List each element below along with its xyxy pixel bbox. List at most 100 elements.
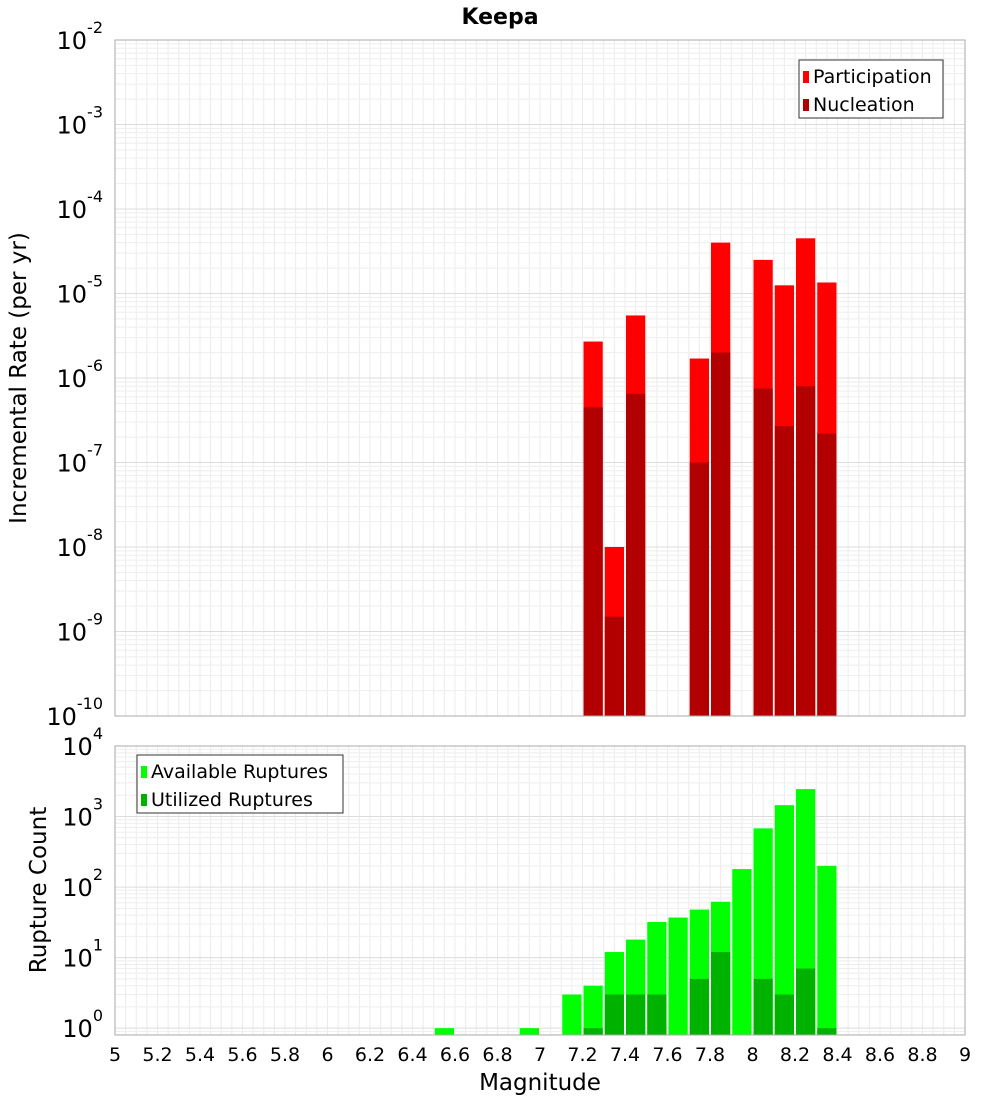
y-tick-exponent: -6 xyxy=(87,356,103,375)
legend-box xyxy=(798,59,944,119)
bar xyxy=(668,917,688,1035)
x-tick-label: 8 xyxy=(746,1044,758,1066)
bar xyxy=(796,386,816,716)
legend-swatch xyxy=(141,766,147,778)
y-axis-label: Rupture Count xyxy=(26,807,52,973)
x-tick-label: 5.8 xyxy=(270,1044,300,1066)
series-nucleation xyxy=(583,352,837,716)
x-tick-label: 6 xyxy=(321,1044,333,1066)
bar xyxy=(626,393,646,716)
legend-swatch xyxy=(803,71,809,83)
y-tick-label: 10-10 xyxy=(46,694,103,731)
y-tick-exponent: 1 xyxy=(93,936,103,955)
x-tick-label: 6.4 xyxy=(397,1044,427,1066)
bar xyxy=(753,978,773,1035)
y-tick-exponent: -4 xyxy=(87,187,103,206)
y-tick-label: 104 xyxy=(62,724,103,761)
bar xyxy=(753,388,773,716)
y-tick-exponent: 4 xyxy=(93,724,103,743)
chart-title: Keepa xyxy=(461,5,538,30)
top-panel: 10-1010-910-810-710-610-510-410-310-2Inc… xyxy=(6,18,966,731)
y-tick-base: 10 xyxy=(62,733,93,761)
bar xyxy=(604,616,624,716)
x-tick-label: 5.6 xyxy=(227,1044,257,1066)
bar xyxy=(562,994,582,1035)
bar xyxy=(774,426,794,716)
legend-label: Utilized Ruptures xyxy=(151,789,313,811)
y-tick-base: 10 xyxy=(57,27,88,55)
y-tick-base: 10 xyxy=(57,112,88,140)
bar xyxy=(817,433,837,716)
x-tick-label: 5.2 xyxy=(142,1044,172,1066)
series-utilized-ruptures xyxy=(583,952,837,1035)
x-tick-label: 7 xyxy=(534,1044,546,1066)
y-tick-label: 10-8 xyxy=(57,525,104,562)
y-tick-label: 10-7 xyxy=(57,441,104,478)
plot-frame-0 xyxy=(114,39,966,717)
y-tick-label: 10-6 xyxy=(57,356,104,393)
x-tick-label: 6.2 xyxy=(355,1044,385,1066)
legend-label: Nucleation xyxy=(813,94,915,116)
y-tick-exponent: 0 xyxy=(93,1006,103,1025)
y-tick-exponent: -2 xyxy=(87,18,103,37)
y-tick-label: 10-9 xyxy=(57,610,104,647)
y-tick-exponent: 2 xyxy=(93,865,103,884)
x-tick-label: 6.6 xyxy=(440,1044,470,1066)
bar xyxy=(626,994,646,1035)
bar xyxy=(796,968,816,1035)
plot-frame-1 xyxy=(114,745,966,1036)
y-tick-label: 10-2 xyxy=(57,18,104,55)
bar xyxy=(774,994,794,1035)
y-tick-base: 10 xyxy=(62,804,93,832)
y-tick-base: 10 xyxy=(57,619,88,647)
y-tick-label: 10-4 xyxy=(57,187,104,224)
bar xyxy=(689,978,709,1035)
y-tick-exponent: -10 xyxy=(77,694,103,713)
bar xyxy=(647,994,667,1035)
bar xyxy=(774,805,794,1035)
bar xyxy=(689,462,709,716)
grid-0 xyxy=(114,40,966,717)
x-tick-label: 7.6 xyxy=(652,1044,682,1066)
y-tick-label: 102 xyxy=(62,865,103,902)
legend-swatch xyxy=(141,794,147,806)
legend-1: Available Ruptures Utilized Ruptures xyxy=(136,754,344,814)
x-tick-label: 5 xyxy=(109,1044,121,1066)
bar xyxy=(817,865,837,1035)
y-tick-base: 10 xyxy=(57,281,88,309)
x-tick-label: 7.4 xyxy=(610,1044,640,1066)
x-tick-label: 8.2 xyxy=(780,1044,810,1066)
x-tick-label: 8.8 xyxy=(907,1044,937,1066)
x-tick-label: 8.4 xyxy=(822,1044,852,1066)
y-tick-exponent: -8 xyxy=(87,525,103,544)
y-tick-base: 10 xyxy=(46,703,77,731)
y-tick-base: 10 xyxy=(62,1015,93,1043)
y-tick-label: 10-5 xyxy=(57,272,104,309)
legend-label: Participation xyxy=(813,66,932,88)
y-tick-label: 100 xyxy=(62,1006,103,1043)
x-tick-label: 5.4 xyxy=(185,1044,215,1066)
y-tick-base: 10 xyxy=(62,874,93,902)
y-tick-label: 101 xyxy=(62,936,103,973)
x-tick-label: 9 xyxy=(959,1044,971,1066)
y-tick-base: 10 xyxy=(57,534,88,562)
bar xyxy=(519,1028,539,1035)
x-axis-label: Magnitude xyxy=(479,1070,601,1096)
y-axis-label: Incremental Rate (per yr) xyxy=(6,232,32,524)
bar xyxy=(711,952,731,1035)
y-tick-exponent: -9 xyxy=(87,610,103,629)
bar xyxy=(732,869,752,1035)
x-tick-label: 7.8 xyxy=(695,1044,725,1066)
bar xyxy=(711,352,731,716)
y-tick-label: 10-3 xyxy=(57,103,104,140)
y-tick-exponent: -7 xyxy=(87,441,103,460)
x-tick-label: 7.2 xyxy=(567,1044,597,1066)
bar xyxy=(583,1028,603,1035)
y-tick-exponent: -3 xyxy=(87,103,103,122)
legend-box xyxy=(136,754,344,814)
y-tick-base: 10 xyxy=(57,365,88,393)
y-tick-base: 10 xyxy=(57,196,88,224)
x-tick-label: 8.6 xyxy=(865,1044,895,1066)
